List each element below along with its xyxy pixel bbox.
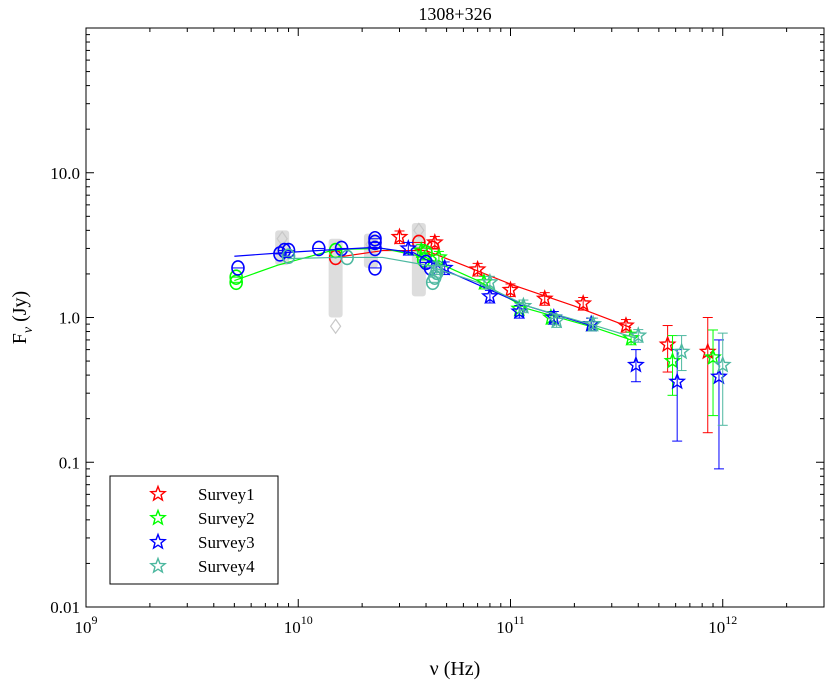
x-axis: 109 1010 1011 1012 [75, 28, 825, 637]
data-point-star [535, 289, 554, 307]
data-point-star [480, 286, 499, 305]
data-point-star [574, 294, 593, 312]
series-survey4 [281, 248, 732, 426]
legend-label-survey4: Survey4 [198, 557, 255, 576]
legend-marker-survey4 [149, 556, 167, 574]
data-point-star [390, 227, 409, 245]
data-point-star [425, 232, 444, 251]
data-point-star [547, 311, 566, 329]
data-point-star [480, 272, 499, 290]
data-point-star [412, 241, 431, 259]
data-point-star [663, 351, 682, 369]
archival-diamond [329, 318, 342, 335]
data-point-star [672, 342, 691, 360]
data-point-star [668, 372, 687, 390]
archival-diamond [413, 222, 425, 239]
data-point-star [709, 367, 728, 385]
archival-range-bar [328, 238, 343, 318]
data-point-star [427, 258, 446, 276]
legend-label-survey3: Survey3 [198, 533, 255, 552]
y-axis-title: Fν (Jy) [9, 291, 36, 344]
x-tick-label: 1012 [708, 613, 737, 637]
y-tick-label: 10.0 [50, 164, 80, 183]
x-axis-title: ν (Hz) [430, 658, 481, 680]
legend-marker-survey3 [149, 532, 167, 550]
legend: Survey1 Survey2 Survey3 Survey4 [109, 475, 279, 585]
data-point-star [626, 355, 645, 373]
legend-marker-survey1 [149, 484, 167, 502]
legend-box [109, 475, 279, 585]
data-point-star [629, 326, 648, 344]
y-axis: 0.01 0.1 1.0 10.0 [50, 27, 824, 617]
data-point-star [622, 328, 641, 346]
data-point-star [501, 280, 520, 298]
data-point-star [713, 355, 732, 373]
fit-line [335, 249, 632, 329]
archival-diamond [276, 230, 288, 247]
legend-marker-survey2 [149, 508, 167, 526]
x-tick-label: 109 [75, 613, 98, 637]
data-point-star [468, 259, 487, 278]
data-point-star [429, 247, 448, 266]
data-point-star [704, 347, 723, 366]
y-tick-label: 1.0 [59, 309, 80, 328]
x-tick-label: 1010 [284, 613, 313, 637]
data-point-star [514, 296, 533, 314]
data-point-star [510, 302, 529, 320]
data-point-star [584, 314, 603, 332]
legend-label-survey2: Survey2 [198, 509, 255, 528]
legend-label-survey1: Survey1 [198, 485, 255, 504]
data-point-star [616, 316, 635, 334]
y-tick-label: 0.01 [50, 598, 80, 617]
y-tick-label: 0.1 [59, 453, 80, 472]
data-point-star [399, 238, 418, 257]
chart-title: 1308+326 [418, 4, 491, 24]
x-tick-label: 1011 [496, 613, 525, 637]
